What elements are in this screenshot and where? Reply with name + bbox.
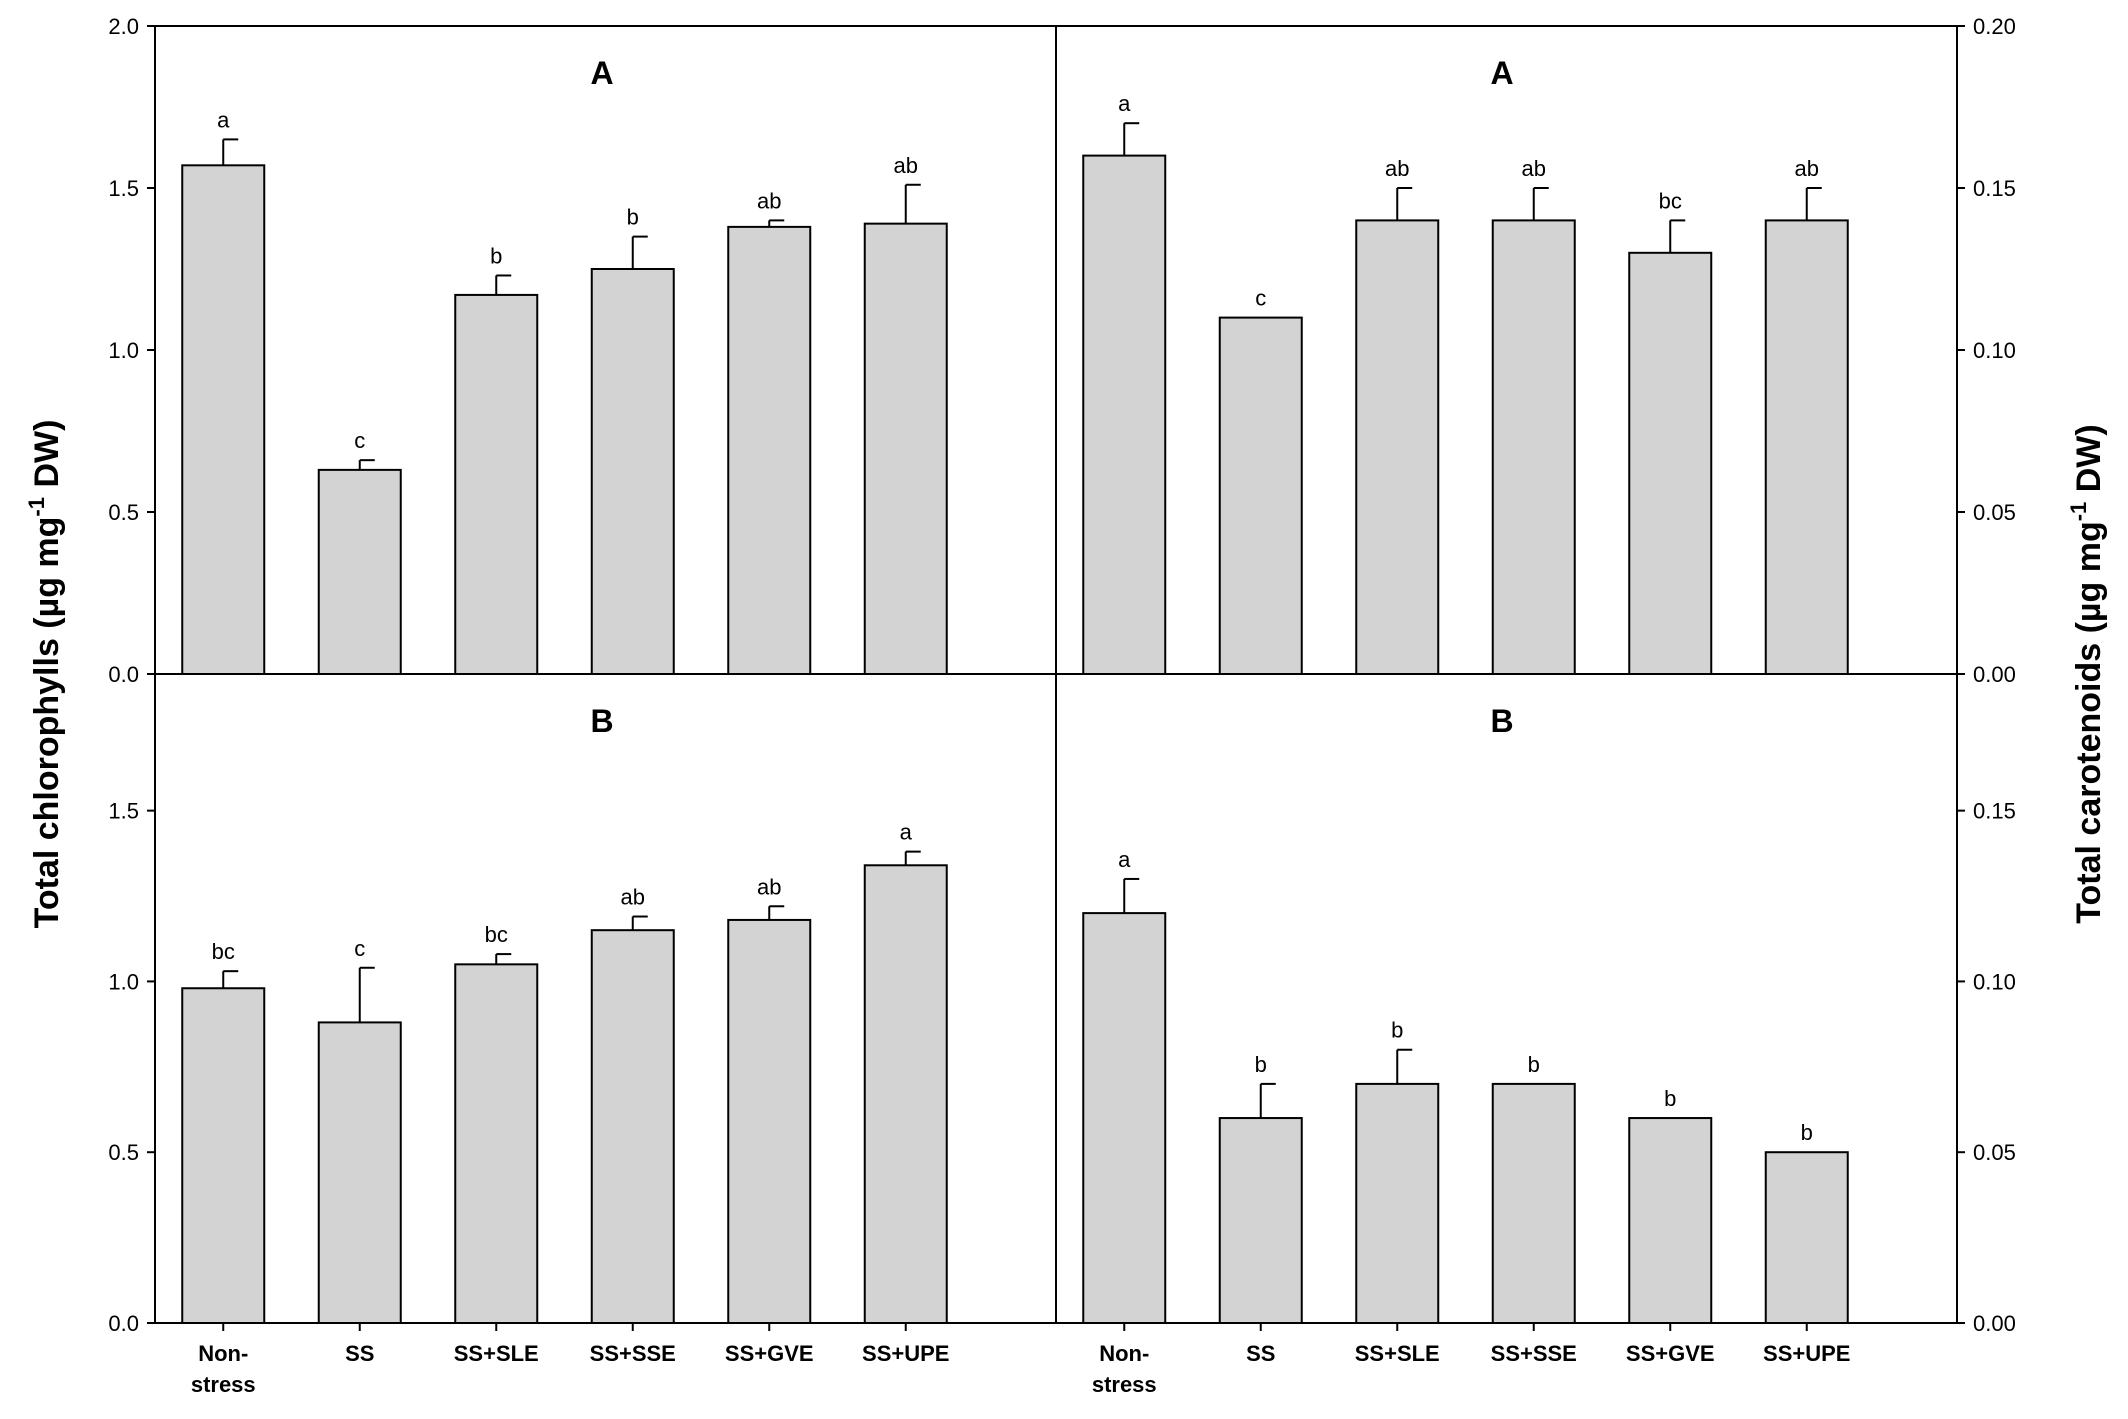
- bar-chlorophyll-B-5: [863, 864, 948, 1325]
- bar-chlorophyll-B-2: [454, 963, 539, 1324]
- significance-letter-chlorophyll-B-2: bc: [485, 922, 508, 947]
- category-label-1-0: Non-stress: [1092, 1341, 1157, 1397]
- significance-letter-chlorophyll-A-4: ab: [757, 188, 781, 213]
- significance-letter-carotenoid-A-2: ab: [1385, 156, 1409, 181]
- significance-letter-carotenoid-B-5: b: [1801, 1120, 1813, 1145]
- panel-chlorophyll-B: bc c bc ab ab a B: [181, 703, 948, 1325]
- category-label-0-5: SS+UPE: [862, 1341, 949, 1366]
- right-axis-bottom-tick-label-3: 0.15: [1973, 799, 2016, 824]
- left-axis-top-tick-label-4: 2.0: [108, 14, 139, 39]
- right-axis-top: 0.00 0.05 0.10 0.15 0.20: [1957, 14, 2016, 687]
- category-label-1-2: SS+SLE: [1355, 1341, 1440, 1366]
- left-axis-top-tick-label-0: 0.0: [108, 662, 139, 687]
- category-label-0-4: SS+GVE: [725, 1341, 814, 1366]
- significance-letter-chlorophyll-B-4: ab: [757, 874, 781, 899]
- right-axis-top-tick-label-1: 0.05: [1973, 500, 2016, 525]
- significance-letter-carotenoid-A-5: ab: [1795, 156, 1819, 181]
- left-axis-top-tick-label-2: 1.0: [108, 338, 139, 363]
- right-axis-bottom-tick-label-1: 0.05: [1973, 1140, 2016, 1165]
- panel-label-chlorophyll-A: A: [590, 55, 613, 91]
- bar-carotenoid-A-2: [1355, 219, 1440, 675]
- significance-letter-carotenoid-B-3: b: [1528, 1052, 1540, 1077]
- significance-letter-chlorophyll-B-1: c: [354, 936, 365, 961]
- significance-letter-chlorophyll-A-1: c: [354, 428, 365, 453]
- significance-letter-chlorophyll-A-2: b: [490, 243, 502, 268]
- category-label-1-1: SS: [1246, 1341, 1275, 1366]
- significance-letter-carotenoid-A-1: c: [1255, 286, 1266, 311]
- right-axis-title: Total carotenoids (µg mg-1 DW): [2066, 424, 2108, 923]
- left-axis-title: Total chlorophylls (µg mg-1 DW): [24, 420, 66, 929]
- bar-chlorophyll-A-2: [454, 293, 539, 675]
- right-axis-top-tick-label-2: 0.10: [1973, 338, 2016, 363]
- panel-label-carotenoid-A: A: [1490, 55, 1513, 91]
- bar-carotenoid-B-3: [1491, 1082, 1576, 1325]
- panel-carotenoid-B: a b b b b b B: [1082, 703, 1849, 1325]
- left-axis-bottom: 0.0 0.5 1.0 1.5: [108, 799, 155, 1336]
- left-axis-bottom-tick-label-3: 1.5: [108, 799, 139, 824]
- significance-letter-carotenoid-A-0: a: [1118, 91, 1131, 116]
- significance-letter-chlorophyll-B-3: ab: [621, 885, 645, 910]
- bar-chlorophyll-A-4: [727, 225, 812, 675]
- bar-carotenoid-A-5: [1764, 219, 1849, 675]
- bar-chlorophyll-A-5: [863, 222, 948, 675]
- significance-letter-carotenoid-B-0: a: [1118, 847, 1131, 872]
- category-label-0-3: SS+SSE: [590, 1341, 676, 1366]
- significance-letter-carotenoid-B-2: b: [1391, 1018, 1403, 1043]
- category-label-1-5: SS+UPE: [1763, 1341, 1850, 1366]
- right-axis-top-tick-label-4: 0.20: [1973, 14, 2016, 39]
- x-axis-right: Non-stress SS SS+SLE SS+SSE SS+GVE SS+UPE: [1092, 1323, 1850, 1397]
- significance-letter-carotenoid-A-3: ab: [1522, 156, 1546, 181]
- significance-letter-carotenoid-B-1: b: [1255, 1052, 1267, 1077]
- bar-chlorophyll-B-0: [181, 987, 266, 1324]
- category-label-0-0: Non-stress: [191, 1341, 256, 1397]
- significance-letter-chlorophyll-B-5: a: [900, 820, 913, 845]
- left-axis-top-tick-label-3: 1.5: [108, 176, 139, 201]
- left-axis-bottom-tick-label-0: 0.0: [108, 1311, 139, 1336]
- category-label-1-4: SS+GVE: [1626, 1341, 1715, 1366]
- right-axis-bottom-tick-label-2: 0.10: [1973, 969, 2016, 994]
- right-axis-top-tick-label-3: 0.15: [1973, 176, 2016, 201]
- bar-carotenoid-B-2: [1355, 1082, 1440, 1325]
- bar-carotenoid-A-3: [1491, 219, 1576, 675]
- bar-chlorophyll-A-0: [181, 164, 266, 675]
- right-axis-bottom: 0.00 0.05 0.10 0.15: [1957, 799, 2016, 1336]
- panel-carotenoid-A: a c ab ab bc ab A: [1082, 55, 1849, 676]
- bar-carotenoid-B-4: [1628, 1117, 1713, 1324]
- panel-label-chlorophyll-B: B: [590, 703, 613, 739]
- significance-letter-chlorophyll-A-5: ab: [894, 153, 918, 178]
- panel-label-carotenoid-B: B: [1490, 703, 1513, 739]
- axes-layer: 0.00.51.01.52.00.00.51.01.50.000.050.100…: [108, 14, 2015, 1397]
- significance-letter-carotenoid-A-4: bc: [1659, 188, 1682, 213]
- significance-letter-carotenoid-B-4: b: [1664, 1086, 1676, 1111]
- bar-carotenoid-A-4: [1628, 251, 1713, 676]
- left-axis-bottom-tick-label-2: 1.0: [108, 969, 139, 994]
- bar-chlorophyll-B-1: [317, 1021, 402, 1324]
- bar-carotenoid-B-0: [1082, 912, 1167, 1325]
- bar-chlorophyll-A-1: [317, 468, 402, 675]
- right-axis-top-tick-label-0: 0.00: [1973, 662, 2016, 687]
- left-axis-top: 0.0 0.5 1.0 1.5 2.0: [108, 14, 155, 687]
- significance-letter-chlorophyll-A-0: a: [217, 107, 230, 132]
- bar-carotenoid-B-1: [1218, 1117, 1303, 1324]
- bar-chlorophyll-A-3: [590, 268, 675, 675]
- category-label-0-1: SS: [345, 1341, 374, 1366]
- left-axis-bottom-tick-label-1: 0.5: [108, 1140, 139, 1165]
- category-label-0-2: SS+SLE: [454, 1341, 539, 1366]
- significance-letter-chlorophyll-B-0: bc: [212, 939, 235, 964]
- right-axis-bottom-tick-label-0: 0.00: [1973, 1311, 2016, 1336]
- significance-letter-chlorophyll-A-3: b: [627, 205, 639, 230]
- panel-chlorophyll-A: a c b b ab ab A: [181, 55, 948, 675]
- bar-carotenoid-B-5: [1764, 1151, 1849, 1325]
- x-axis-left: Non-stress SS SS+SLE SS+SSE SS+GVE SS+UPE: [191, 1323, 949, 1397]
- bar-chlorophyll-B-4: [727, 918, 812, 1324]
- bar-carotenoid-A-1: [1218, 316, 1303, 675]
- category-label-1-3: SS+SSE: [1491, 1341, 1577, 1366]
- bar-chlorophyll-B-3: [590, 929, 675, 1324]
- left-axis-top-tick-label-1: 0.5: [108, 500, 139, 525]
- bar-carotenoid-A-0: [1082, 154, 1167, 676]
